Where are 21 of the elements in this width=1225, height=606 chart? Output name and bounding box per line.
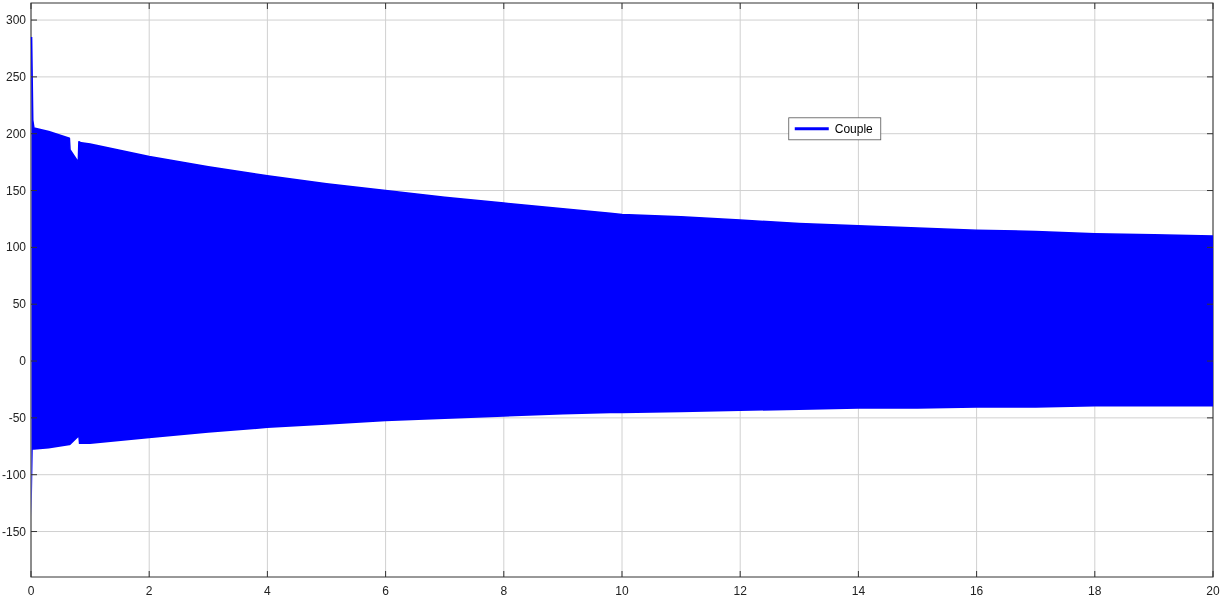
x-tick-label: 8 [500, 584, 508, 598]
x-tick-label: 6 [382, 584, 390, 598]
y-tick-label: 50 [12, 297, 27, 312]
y-tick-label: 0 [19, 354, 27, 369]
x-tick-label: 4 [264, 584, 272, 598]
x-tick-label: 10 [615, 584, 629, 598]
x-tick-label: 2 [145, 584, 153, 598]
x-tick-label: 16 [969, 584, 984, 598]
y-tick-label: 300 [5, 13, 27, 28]
y-tick-label: 250 [5, 69, 27, 84]
x-tick-label: 14 [851, 584, 866, 598]
x-tick-label: 18 [1088, 584, 1102, 598]
y-tick-label: 200 [5, 126, 27, 141]
y-tick-label: -50 [8, 410, 27, 425]
y-tick-label: -150 [1, 524, 27, 539]
x-tick-label: 12 [733, 584, 748, 598]
y-tick-label: -100 [1, 467, 27, 482]
x-tick-label: 20 [1206, 584, 1220, 598]
legend-label: Couple [834, 121, 874, 136]
y-tick-label: 100 [5, 240, 27, 255]
y-tick-label: 150 [5, 183, 27, 198]
